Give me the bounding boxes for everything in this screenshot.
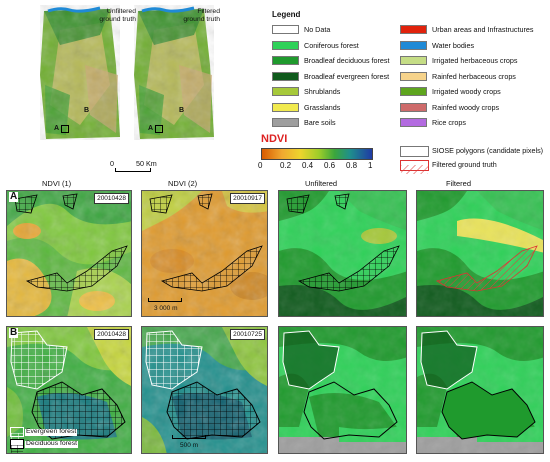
ndvi-tick-label: 0 bbox=[258, 161, 263, 170]
legend-swatch bbox=[272, 71, 299, 81]
overview-map-filtered bbox=[134, 5, 214, 140]
legend-item-irrigated-herbaceous-crops: Irrigated herbaceous crops bbox=[400, 55, 550, 66]
overview-unfiltered-label: Unfiltered ground truth bbox=[99, 8, 136, 23]
legend-item-urban-areas-and-infrastructures: Urban areas and Infrastructures bbox=[400, 24, 550, 35]
map-a-filtered bbox=[416, 190, 544, 317]
col-header-unfiltered: Unfiltered bbox=[305, 179, 338, 188]
legend-item-no-data: No Data bbox=[272, 24, 522, 35]
legend-label: Broadleaf evergreen forest bbox=[304, 71, 390, 81]
legend-title: Legend bbox=[272, 10, 301, 19]
overview-marker-b-2: B bbox=[179, 107, 185, 114]
legend-item-rainfed-herbaceous-crops: Rainfed herbaceous crops bbox=[400, 71, 550, 82]
ndvi-tick-label: 1 bbox=[368, 161, 373, 170]
deciduous-label: Deciduous forest bbox=[25, 440, 79, 448]
legend-item-shrublands: Shrublands bbox=[272, 86, 522, 97]
row-a-scalebar bbox=[148, 298, 182, 302]
map-b-ndvi2: 20010725 500 m bbox=[141, 326, 268, 454]
map-a-ndvi2: 20010917 3 000 m bbox=[141, 190, 268, 317]
legend-item-water-bodies: Water bodies bbox=[400, 40, 550, 51]
legend-label: Bare soils bbox=[304, 118, 336, 127]
legend-swatch bbox=[272, 56, 299, 65]
legend-item-broadleaf-evergreen-forest: Broadleaf evergreen forest bbox=[272, 71, 522, 82]
overview-filtered-label: Filtered ground truth bbox=[183, 8, 220, 23]
overview-scale-start: 0 bbox=[110, 159, 114, 168]
legend-swatch bbox=[400, 40, 427, 50]
legend-label: Shrublands bbox=[304, 87, 341, 96]
col-header-ndvi1: NDVI (1) bbox=[42, 179, 72, 188]
legend-swatch bbox=[400, 25, 427, 34]
legend-label: Irrigated herbaceous crops bbox=[432, 56, 518, 65]
deciduous-swatch bbox=[10, 439, 24, 453]
map-a-ndvi1: A 20010428 bbox=[6, 190, 132, 317]
row-a-letter: A bbox=[9, 191, 19, 202]
map-b-ndvi1: B 20010428 Evergreen forest Deciduous fo… bbox=[6, 326, 132, 454]
legend-label: Rainfed herbaceous crops bbox=[432, 71, 516, 81]
row-b-date2: 20010725 bbox=[230, 329, 265, 340]
legend-item-irrigated-woody-crops: Irrigated woody crops bbox=[400, 86, 550, 97]
ndvi-tick-label: 0.2 bbox=[280, 161, 292, 170]
overview-marker-a-2: A bbox=[148, 125, 154, 132]
legend-swatch bbox=[400, 102, 427, 112]
legend-swatch bbox=[400, 56, 427, 65]
map-b-unfiltered bbox=[278, 326, 407, 454]
legend-item-coniferous-forest: Coniferous forest bbox=[272, 40, 522, 51]
row-a-scale-label: 3 000 m bbox=[154, 304, 178, 312]
legend-label: Rainfed woody crops bbox=[432, 102, 500, 112]
map-b-filtered bbox=[416, 326, 544, 454]
overview-marker-a-1: A bbox=[54, 125, 60, 132]
legend-label: Urban areas and Infrastructures bbox=[432, 25, 534, 34]
legend-label: Irrigated woody crops bbox=[432, 87, 501, 96]
evergreen-swatch bbox=[10, 427, 24, 441]
legend-col-right: Urban areas and Infrastructures Water bod… bbox=[400, 24, 550, 134]
overview-scalebar bbox=[115, 168, 151, 172]
legend-swatch bbox=[400, 87, 427, 96]
row-a-date1: 20010428 bbox=[94, 193, 129, 204]
legend-item-grasslands: Grasslands bbox=[272, 102, 522, 113]
row-b-scale-label: 500 m bbox=[180, 441, 199, 449]
legend-swatch bbox=[272, 87, 299, 96]
ndvi-tick-label: 0.6 bbox=[324, 161, 336, 170]
legend-label: Coniferous forest bbox=[304, 40, 359, 50]
ndvi-tick-label: 0.4 bbox=[302, 161, 314, 170]
legend-swatch bbox=[272, 25, 299, 34]
overview-marker-box-1 bbox=[61, 125, 69, 133]
siose-swatch bbox=[400, 146, 429, 157]
ndvi-tick-label: 0.8 bbox=[346, 161, 358, 170]
legend-label: No Data bbox=[304, 25, 331, 34]
col-header-filtered: Filtered bbox=[446, 179, 472, 188]
legend-label: Rice crops bbox=[432, 118, 466, 127]
legend-swatch bbox=[400, 118, 427, 127]
legend-swatch bbox=[400, 71, 427, 81]
row-b-letter: B bbox=[9, 327, 19, 338]
overview-marker-b-1: B bbox=[84, 107, 90, 114]
legend-item-bare-soils: Bare soils bbox=[272, 117, 522, 128]
legend-swatch bbox=[272, 102, 299, 112]
legend-label: Grasslands bbox=[304, 102, 341, 112]
evergreen-label: Evergreen forest bbox=[25, 428, 78, 436]
legend-item-rice-crops: Rice crops bbox=[400, 117, 550, 128]
filtered-gt-swatch bbox=[400, 160, 429, 174]
legend-label: Broadleaf deciduous forest bbox=[304, 56, 390, 65]
overview-marker-box-2 bbox=[155, 125, 163, 133]
overview-map-unfiltered bbox=[40, 5, 120, 140]
legend-label: Water bodies bbox=[432, 40, 475, 50]
ndvi-ticks: 0 0.2 0.4 0.6 0.8 1 bbox=[258, 162, 383, 172]
legend: No Data Coniferous forest Broadleaf decidu… bbox=[272, 24, 550, 144]
row-b-date1: 20010428 bbox=[94, 329, 129, 340]
legend-swatch bbox=[272, 118, 299, 127]
ndvi-colorbar bbox=[261, 148, 373, 160]
legend-item-rainfed-woody-crops: Rainfed woody crops bbox=[400, 102, 550, 113]
legend-col-left: No Data Coniferous forest Broadleaf decidu… bbox=[272, 24, 407, 134]
siose-label: SIOSE polygons (candidate pixels) bbox=[432, 146, 544, 155]
overview-scale-end: 50 Km bbox=[136, 159, 157, 168]
row-a-date2: 20010917 bbox=[230, 193, 265, 204]
col-header-ndvi2: NDVI (2) bbox=[168, 179, 198, 188]
map-a-unfiltered bbox=[278, 190, 407, 317]
row-b-scalebar bbox=[172, 435, 206, 439]
legend-swatch bbox=[272, 40, 299, 50]
legend-item-broadleaf-deciduous-forest: Broadleaf deciduous forest bbox=[272, 55, 522, 66]
filtered-gt-label: Filtered ground truth bbox=[432, 160, 497, 169]
ndvi-title: NDVI bbox=[261, 133, 288, 145]
